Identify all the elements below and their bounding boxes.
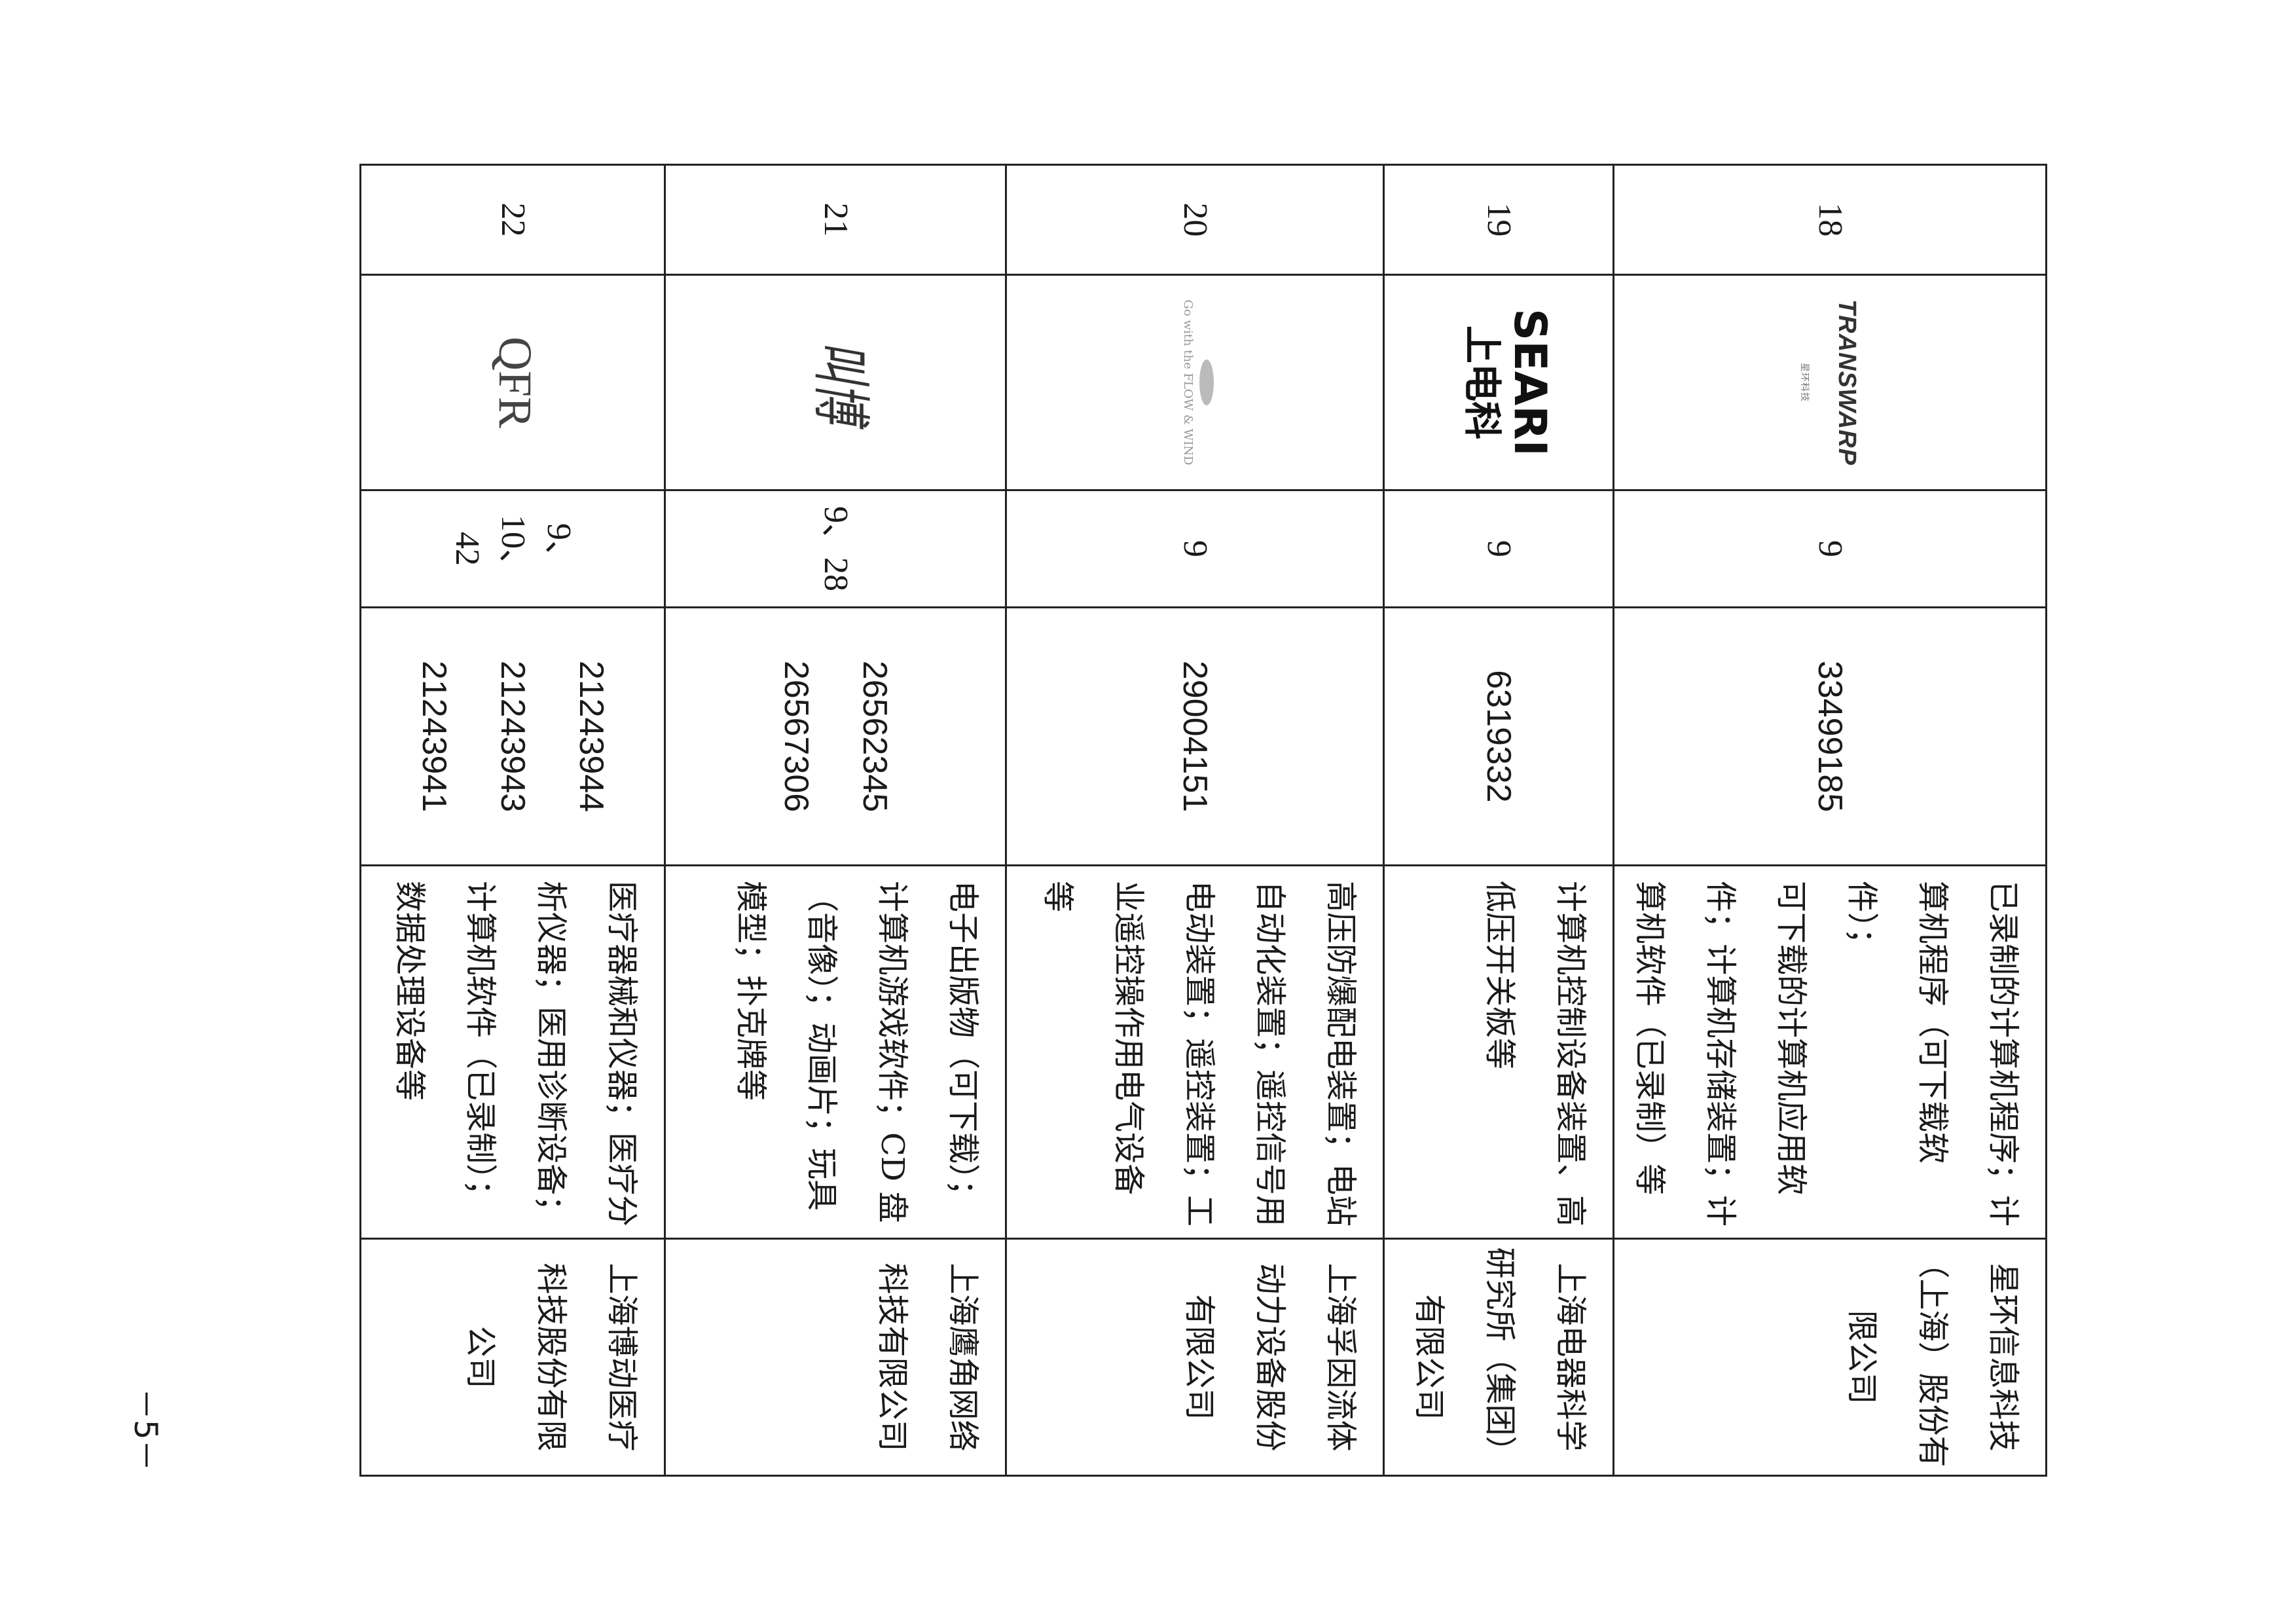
seari-logo: SEARI 上电科: [1460, 308, 1556, 456]
goods-cell: 高压防爆配电装置；电站 自动化装置；遥控信号用 电动装置；遥控装置；工 业遥控操…: [1006, 865, 1384, 1239]
trademark-logo: TRANSWARP 星环科技: [1613, 274, 2047, 490]
flow-wind-logo: Go with the FLOW & WIND: [1180, 300, 1214, 465]
company-cell: 上海博动医疗 科技股份有限 公司: [360, 1238, 665, 1476]
registration-number: 33499185: [1613, 607, 2047, 866]
calligraphy-logo: 叫博: [806, 341, 875, 424]
trademark-logo: 叫博: [665, 274, 1006, 490]
goods-cell: 医疗器械和仪器；医疗分 析仪器；医用诊断设备； 计算机软件（已录制）； 数据处理…: [360, 865, 665, 1239]
trademark-logo: SEARI 上电科: [1383, 274, 1614, 490]
class-cell: 9、28: [665, 490, 1006, 608]
page-number: －5－: [127, 1388, 164, 1471]
class-cell: 9: [1383, 490, 1614, 608]
table-row: 20 Go with the FLOW & WIND 9 29004151 高压…: [1006, 164, 1384, 1476]
row-number: 22: [360, 164, 665, 275]
class-cell: 9、10、 42: [360, 490, 665, 608]
table-row: 22 QFR 9、10、 42 21243944 21243943 212439…: [360, 164, 665, 1476]
goods-cell: 计算机控制设备装置、高 低压开关板等: [1383, 865, 1614, 1239]
registration-number: 6319332: [1383, 607, 1614, 866]
trademark-table: 18 TRANSWARP 星环科技 9 33499185 已录制的计算机程序；计 …: [359, 164, 2047, 1477]
goods-cell: 电子出版物（可下载）； 计算机游戏软件；CD 盘 （音像）；动画片；玩具 模型；…: [665, 865, 1006, 1239]
class-cell: 9: [1613, 490, 2047, 608]
trademark-logo: Go with the FLOW & WIND: [1006, 274, 1384, 490]
row-number: 18: [1613, 164, 2047, 275]
company-cell: 上海电器科学 研究所（集团） 有限公司: [1383, 1238, 1614, 1476]
row-number: 19: [1383, 164, 1614, 275]
table-row: 18 TRANSWARP 星环科技 9 33499185 已录制的计算机程序；计 …: [1613, 164, 2047, 1476]
company-cell: 上海鹰角网络 科技有限公司: [665, 1238, 1006, 1476]
class-cell: 9: [1006, 490, 1384, 608]
table-row: 19 SEARI 上电科 9 6319332 计算机控制设备装置、高 低压开关板等…: [1383, 164, 1614, 1476]
registration-number: 21243944 21243943 21243941: [360, 607, 665, 866]
registration-number: 26562345 26567306: [665, 607, 1006, 866]
company-cell: 星环信息科技 （上海）股份有 限公司: [1613, 1238, 2047, 1476]
row-number: 21: [665, 164, 1006, 275]
row-number: 20: [1006, 164, 1384, 275]
registration-number: 29004151: [1006, 607, 1384, 866]
company-cell: 上海孚因流体 动力设备股份 有限公司: [1006, 1238, 1384, 1476]
goods-cell: 已录制的计算机程序；计 算机程序（可下载软件）； 可下载的计算机应用软 件；计算…: [1613, 865, 2047, 1239]
transwarp-logo: TRANSWARP 星环科技: [1800, 299, 1861, 466]
qfr-logo: QFR: [489, 336, 541, 429]
table-row: 21 叫博 9、28 26562345 26567306 电子出版物（可下载）；…: [665, 164, 1006, 1476]
trademark-logo: QFR: [360, 274, 665, 490]
